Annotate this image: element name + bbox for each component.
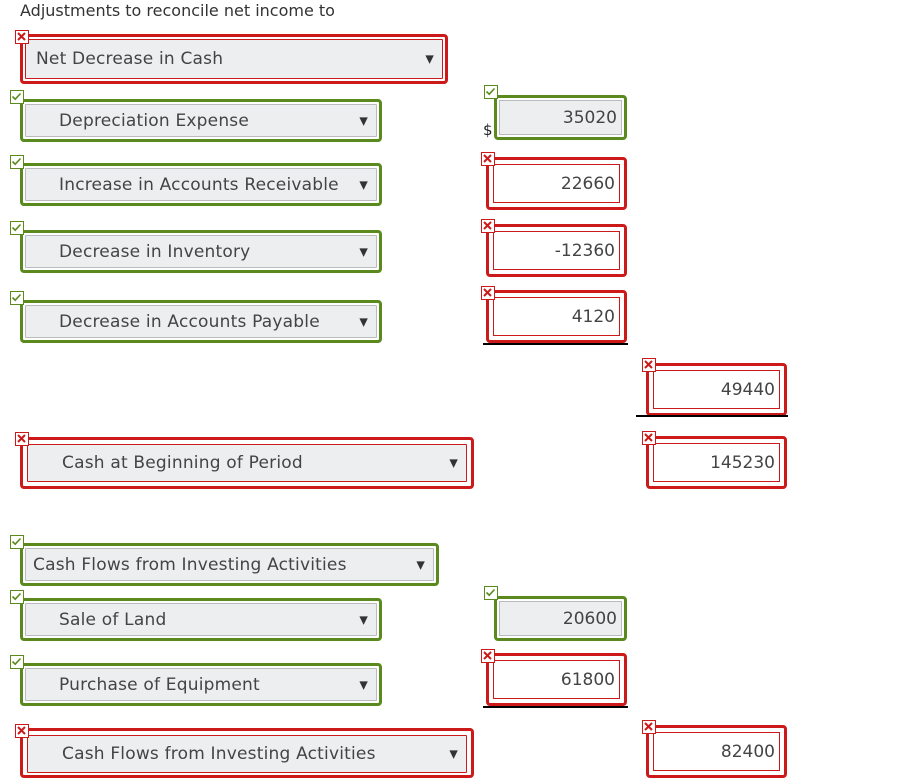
depreciation-select[interactable]: Depreciation Expense ▼	[20, 99, 382, 142]
correct-check-icon	[10, 655, 24, 669]
correct-check-icon	[10, 221, 24, 235]
total-underline	[636, 415, 788, 417]
investing-total-select[interactable]: Cash Flows from Investing Activities ▼	[20, 728, 474, 778]
dropdown-arrow-icon: ▼	[449, 456, 458, 470]
incorrect-x-icon	[15, 724, 29, 738]
dropdown-arrow-icon: ▼	[359, 245, 368, 258]
incorrect-x-icon	[481, 219, 495, 233]
sale-of-land-select[interactable]: Sale of Land ▼	[20, 598, 382, 641]
inventory-amount-input[interactable]: -12360	[486, 224, 627, 277]
subtotal-underline	[483, 343, 628, 345]
incorrect-x-icon	[481, 286, 495, 300]
cash-beginning-select[interactable]: Cash at Beginning of Period ▼	[20, 437, 474, 489]
correct-check-icon	[10, 291, 24, 305]
depreciation-amount-input[interactable]: 35020	[494, 95, 627, 140]
input-value: 22660	[560, 173, 615, 194]
accounts-payable-amount-input[interactable]: 4120	[486, 290, 627, 343]
incorrect-x-icon	[642, 431, 656, 445]
input-value: 82400	[720, 741, 775, 762]
operating-subtotal-input[interactable]: 49440	[646, 363, 787, 416]
section-header: Adjustments to reconcile net income to	[20, 1, 335, 20]
input-value: 61800	[560, 669, 615, 690]
input-value: 35020	[562, 107, 617, 128]
input-value: 49440	[720, 379, 775, 400]
inventory-select[interactable]: Decrease in Inventory ▼	[20, 230, 382, 273]
net-change-select[interactable]: Net Decrease in Cash ▼	[20, 34, 448, 84]
incorrect-x-icon	[15, 30, 29, 44]
dropdown-arrow-icon: ▼	[425, 52, 434, 66]
dropdown-arrow-icon: ▼	[359, 114, 368, 127]
dropdown-arrow-icon: ▼	[449, 747, 458, 761]
select-value: Sale of Land	[59, 609, 167, 630]
dropdown-arrow-icon: ▼	[359, 178, 368, 191]
accounts-payable-select[interactable]: Decrease in Accounts Payable ▼	[20, 300, 382, 343]
select-value: Increase in Accounts Receivable	[59, 174, 339, 195]
select-value: Cash Flows from Investing Activities	[62, 744, 376, 764]
sale-of-land-amount-input[interactable]: 20600	[494, 596, 627, 641]
correct-check-icon	[10, 155, 24, 169]
dropdown-arrow-icon: ▼	[359, 678, 368, 691]
select-value: Depreciation Expense	[59, 110, 250, 131]
dropdown-arrow-icon: ▼	[359, 315, 368, 328]
select-value: Decrease in Accounts Payable	[59, 311, 320, 332]
dropdown-arrow-icon: ▼	[359, 613, 368, 626]
incorrect-x-icon	[642, 720, 656, 734]
select-value: Cash at Beginning of Period	[62, 453, 303, 473]
purchase-equipment-select[interactable]: Purchase of Equipment ▼	[20, 663, 382, 706]
correct-check-icon	[10, 90, 24, 104]
input-value: -12360	[554, 240, 615, 261]
incorrect-x-icon	[15, 432, 29, 446]
input-value: 20600	[562, 608, 617, 629]
incorrect-x-icon	[642, 358, 656, 372]
input-value: 4120	[571, 306, 615, 327]
select-value: Purchase of Equipment	[59, 674, 260, 695]
correct-check-icon	[10, 590, 24, 604]
investing-total-amount-input[interactable]: 82400	[646, 725, 787, 778]
correct-check-icon	[484, 586, 498, 600]
purchase-equipment-amount-input[interactable]: 61800	[486, 653, 627, 706]
correct-check-icon	[484, 85, 498, 99]
subtotal-underline	[483, 706, 628, 708]
correct-check-icon	[10, 535, 24, 549]
input-value: 145230	[710, 452, 775, 473]
currency-symbol: $	[483, 121, 493, 139]
select-value: Net Decrease in Cash	[36, 49, 224, 69]
investing-heading-select[interactable]: Cash Flows from Investing Activities ▼	[20, 543, 439, 586]
accounts-receivable-select[interactable]: Increase in Accounts Receivable ▼	[20, 163, 382, 206]
accounts-receivable-amount-input[interactable]: 22660	[486, 157, 627, 210]
incorrect-x-icon	[481, 152, 495, 166]
cash-beginning-amount-input[interactable]: 145230	[646, 436, 787, 489]
select-value: Cash Flows from Investing Activities	[33, 554, 347, 575]
incorrect-x-icon	[481, 649, 495, 663]
dropdown-arrow-icon: ▼	[416, 558, 425, 571]
select-value: Decrease in Inventory	[59, 241, 251, 262]
